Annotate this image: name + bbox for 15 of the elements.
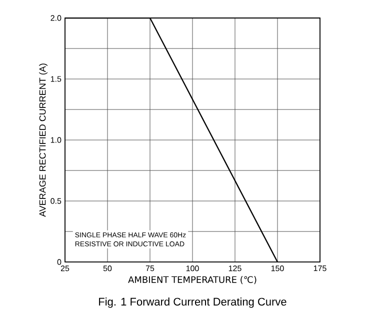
x-tick-label: 175 [314,266,326,272]
y-tick-label: 0.5 [50,198,62,204]
y-tick-label: 0 [57,259,62,265]
y-tick-label: 1.5 [50,76,62,82]
x-tick-label: 125 [228,266,242,272]
y-tick-label: 2.0 [50,15,62,21]
x-tick-label: 50 [103,266,112,272]
y-tick-label: 1.0 [50,137,62,143]
x-axis-title: AMBIENT TEMPERATURE (℃) [128,276,256,284]
x-tick-label: 150 [271,266,284,272]
x-tick-label: 75 [146,266,154,272]
x-tick-label: 25 [60,266,70,272]
text: Fig. 1 Forward Current Derating Curve [99,298,286,308]
y-axis-title: AVERAGE RECTIFIED CURRENT (A) [39,64,48,217]
x-tick-label: 100 [186,266,199,272]
